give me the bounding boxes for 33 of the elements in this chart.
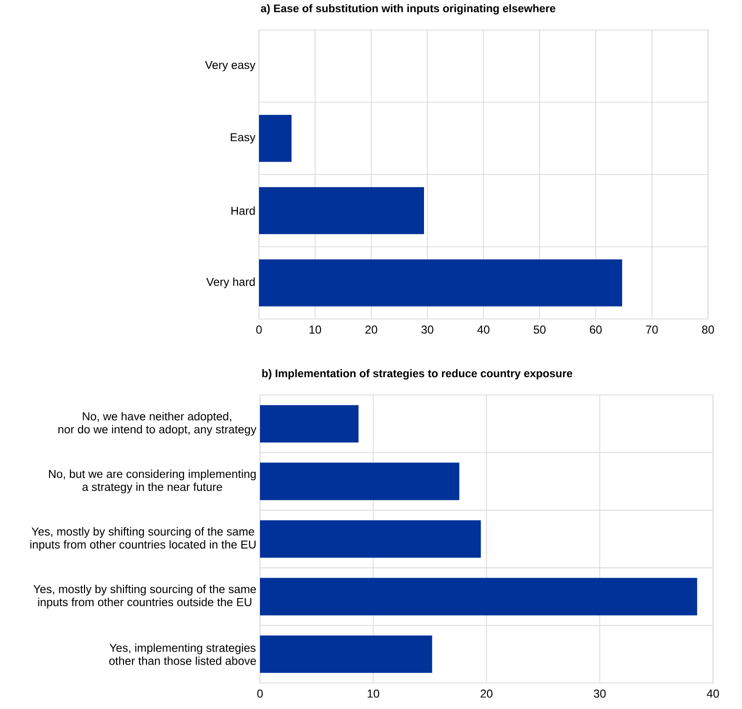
y-tick-label: Yes, implementing strategies other than those listed above	[109, 643, 256, 665]
y-tick-label: Very easy	[205, 60, 256, 72]
x-tick-label: 80	[702, 326, 714, 334]
x-tick-label: 30	[421, 326, 434, 334]
chart-title: a) Ease of substitution with inputs originating elsewhere	[260, 4, 556, 14]
bar	[260, 635, 432, 673]
y-tick-label: Yes, mostly by shifting sourcing of the same inputs from other countries located in the EU	[30, 527, 256, 551]
y-tick-label: Very hard	[206, 278, 255, 288]
x-tick-label: 10	[310, 326, 322, 334]
x-tick-label: 40	[706, 690, 719, 698]
bar	[259, 259, 622, 306]
y-tick-label: No, we have neither adopted, nor do we intend to adopt, any strategy	[58, 412, 256, 436]
y-tick-label: Easy	[230, 133, 256, 144]
x-tick-label: 20	[480, 690, 492, 698]
x-tick-label: 60	[590, 326, 602, 334]
x-tick-label: 0	[257, 690, 263, 698]
bar	[259, 114, 292, 162]
y-tick-label: Hard	[231, 206, 255, 215]
x-tick-label: 40	[477, 326, 490, 334]
bar	[260, 578, 698, 616]
bar	[260, 405, 359, 443]
bar	[260, 520, 481, 558]
x-tick-label: 30	[594, 690, 606, 698]
x-tick-label: 20	[365, 326, 378, 334]
bar	[259, 187, 424, 234]
x-tick-label: 50	[534, 326, 546, 334]
chart-title: b) Implementation of strategies to reduce country exposure	[262, 369, 572, 380]
y-tick-label: Yes, mostly by shifting sourcing of the same inputs from other countries outside the EU	[33, 584, 256, 608]
x-tick-label: 70	[646, 326, 658, 334]
bar	[260, 462, 460, 500]
x-tick-label: 10	[368, 690, 380, 698]
x-tick-label: 0	[256, 326, 262, 334]
y-tick-label: No, but we are considering implementing a strategy in the near future	[49, 470, 256, 494]
